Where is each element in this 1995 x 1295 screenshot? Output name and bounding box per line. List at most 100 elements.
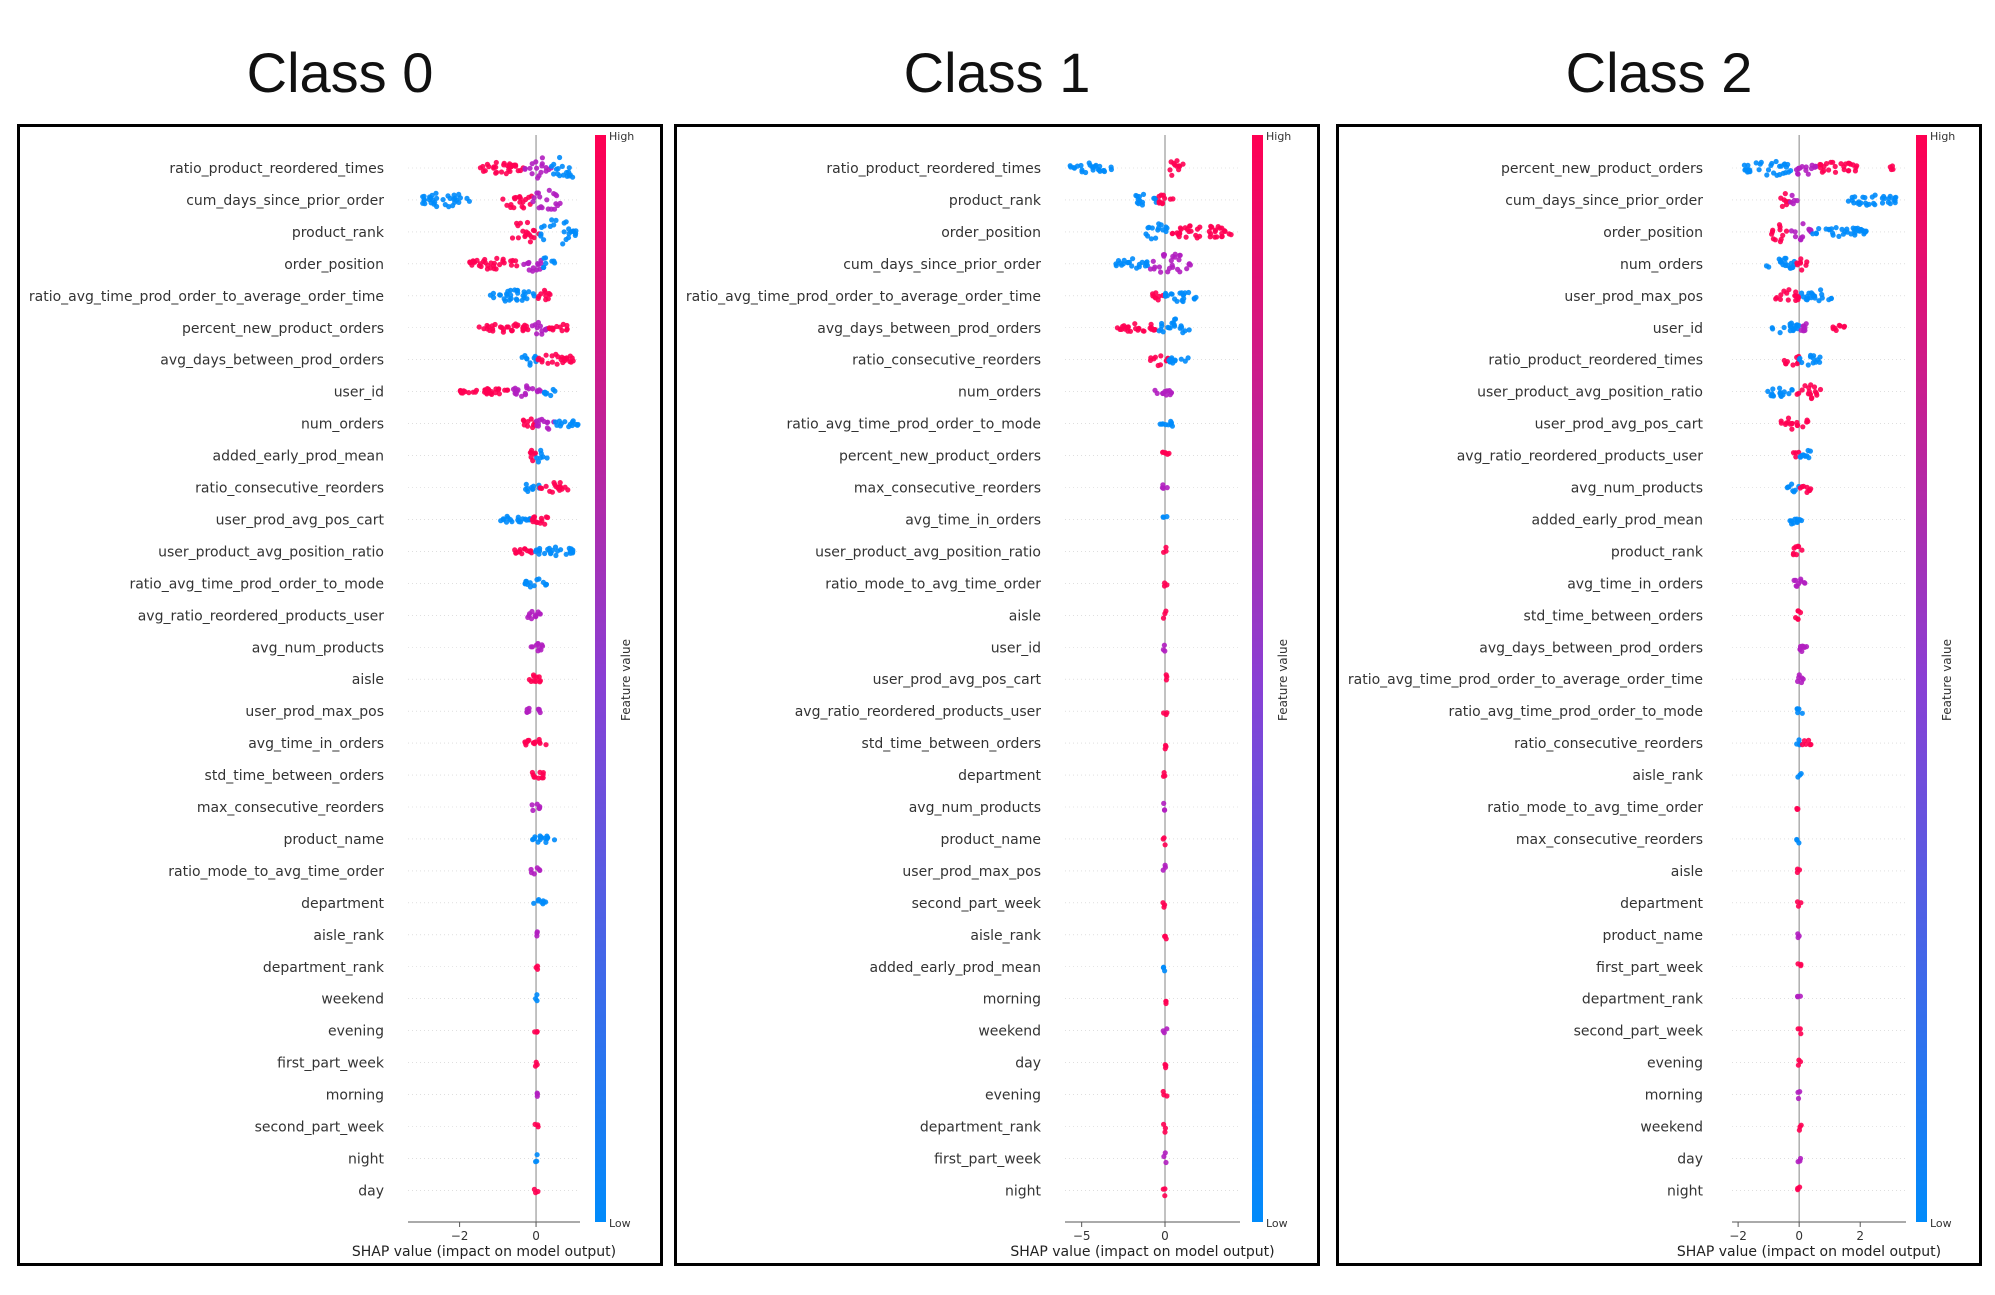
class1-point bbox=[1157, 362, 1164, 368]
class2-feature-label: evening bbox=[1647, 1056, 1703, 1072]
class0-point bbox=[543, 581, 549, 587]
class0-point bbox=[490, 290, 496, 296]
class0-point bbox=[500, 517, 507, 523]
class2-point bbox=[1792, 234, 1799, 240]
class2-point bbox=[1836, 233, 1842, 239]
class1-colorbar-high-label: High bbox=[1266, 130, 1291, 143]
class2-colorbar-low-label: Low bbox=[1930, 1217, 1952, 1230]
class0-point bbox=[533, 678, 539, 685]
class1-point bbox=[1163, 677, 1169, 683]
class1-point bbox=[1162, 1193, 1168, 1199]
class2-point bbox=[1797, 236, 1803, 242]
class0-point bbox=[529, 802, 535, 808]
class1-point bbox=[1219, 233, 1225, 239]
class2-point bbox=[1798, 1122, 1804, 1128]
class0-point bbox=[508, 262, 515, 268]
class1-feature-label: user_id bbox=[991, 640, 1041, 656]
class1-point bbox=[1163, 1062, 1169, 1068]
class1-point bbox=[1144, 259, 1150, 265]
class0-feature-label: avg_ratio_reordered_products_user bbox=[138, 608, 385, 624]
class0-point bbox=[554, 361, 560, 367]
class2-feature-label: cum_days_since_prior_order bbox=[1505, 193, 1703, 209]
class2-point bbox=[1803, 296, 1809, 302]
class2-feature-label: avg_num_products bbox=[1571, 481, 1703, 497]
class2-point bbox=[1799, 547, 1805, 553]
class2-feature-label: user_product_avg_position_ratio bbox=[1477, 385, 1703, 401]
class0-point bbox=[482, 168, 488, 174]
class0-point bbox=[534, 992, 540, 998]
class1-point bbox=[1163, 290, 1169, 296]
class2-point bbox=[1777, 390, 1783, 396]
class0-point bbox=[541, 287, 548, 293]
class0-point bbox=[480, 163, 486, 170]
class1-feature-label: ratio_product_reordered_times bbox=[826, 161, 1041, 177]
class0-point bbox=[493, 159, 499, 166]
class0-point bbox=[524, 485, 531, 492]
class1-point bbox=[1108, 166, 1114, 173]
class2-feature-label: std_time_between_orders bbox=[1524, 608, 1703, 624]
class0-point bbox=[557, 480, 563, 486]
class0-point bbox=[497, 262, 503, 268]
class0-point bbox=[521, 289, 527, 295]
class0-feature-label: aisle bbox=[352, 672, 384, 688]
class2-point bbox=[1840, 231, 1846, 237]
class1-point bbox=[1221, 228, 1228, 234]
class2-point bbox=[1855, 200, 1861, 206]
class2-point bbox=[1799, 359, 1805, 366]
class2-point bbox=[1796, 675, 1802, 681]
class0-point bbox=[487, 390, 493, 396]
class1-point bbox=[1161, 642, 1167, 648]
class0-point bbox=[534, 331, 540, 337]
class0-point bbox=[541, 264, 547, 270]
class0-point bbox=[531, 583, 537, 589]
class2-point bbox=[1846, 168, 1852, 174]
class0-feature-label: ratio_avg_time_prod_order_to_mode bbox=[129, 576, 384, 592]
class0-point bbox=[537, 194, 543, 200]
class2-point bbox=[1769, 231, 1775, 237]
class1-feature-label: cum_days_since_prior_order bbox=[843, 257, 1041, 273]
class1-point bbox=[1164, 225, 1170, 231]
class1-point bbox=[1156, 293, 1162, 299]
class0-point bbox=[530, 291, 536, 297]
class2-point bbox=[1794, 391, 1800, 397]
class0-point bbox=[546, 548, 552, 554]
class2-point bbox=[1839, 226, 1845, 232]
class1-point bbox=[1208, 231, 1214, 237]
class0-point bbox=[538, 233, 544, 239]
class0-point bbox=[557, 423, 564, 429]
class0-point bbox=[501, 160, 507, 166]
class1-feature-label: avg_time_in_orders bbox=[905, 512, 1041, 528]
class0-point bbox=[546, 187, 552, 193]
class0-point bbox=[569, 422, 575, 429]
class0-point bbox=[541, 418, 547, 424]
class0-point bbox=[541, 390, 548, 396]
class0-feature-label: max_consecutive_reorders bbox=[197, 800, 384, 816]
class0-point bbox=[567, 548, 573, 555]
class0-point bbox=[478, 263, 484, 270]
class2-point bbox=[1781, 389, 1787, 395]
class2-point bbox=[1847, 161, 1853, 167]
class2-point bbox=[1790, 450, 1797, 456]
class0-point bbox=[440, 197, 446, 203]
class1-feature-label: ratio_avg_time_prod_order_to_mode bbox=[786, 417, 1041, 433]
class2-point bbox=[1797, 1059, 1804, 1065]
class2-point bbox=[1769, 325, 1775, 331]
class1-point bbox=[1217, 225, 1223, 231]
class0-point bbox=[531, 900, 537, 906]
class1-point bbox=[1159, 323, 1165, 329]
class0-point bbox=[429, 192, 435, 198]
class1-point bbox=[1183, 234, 1189, 240]
class0-feature-label: aisle_rank bbox=[313, 928, 384, 944]
class0-point bbox=[555, 485, 561, 491]
class0-colorbar-title: Feature value bbox=[619, 639, 633, 721]
class0-point bbox=[519, 297, 525, 303]
class0-feature-label: product_name bbox=[283, 832, 384, 848]
class2-point bbox=[1801, 644, 1808, 651]
class0-point bbox=[523, 481, 529, 487]
class2-point bbox=[1793, 577, 1799, 584]
class0-point bbox=[541, 237, 547, 243]
class0-point bbox=[497, 292, 503, 298]
class2-feature-label: avg_time_in_orders bbox=[1567, 576, 1703, 592]
class0-point bbox=[502, 387, 508, 393]
